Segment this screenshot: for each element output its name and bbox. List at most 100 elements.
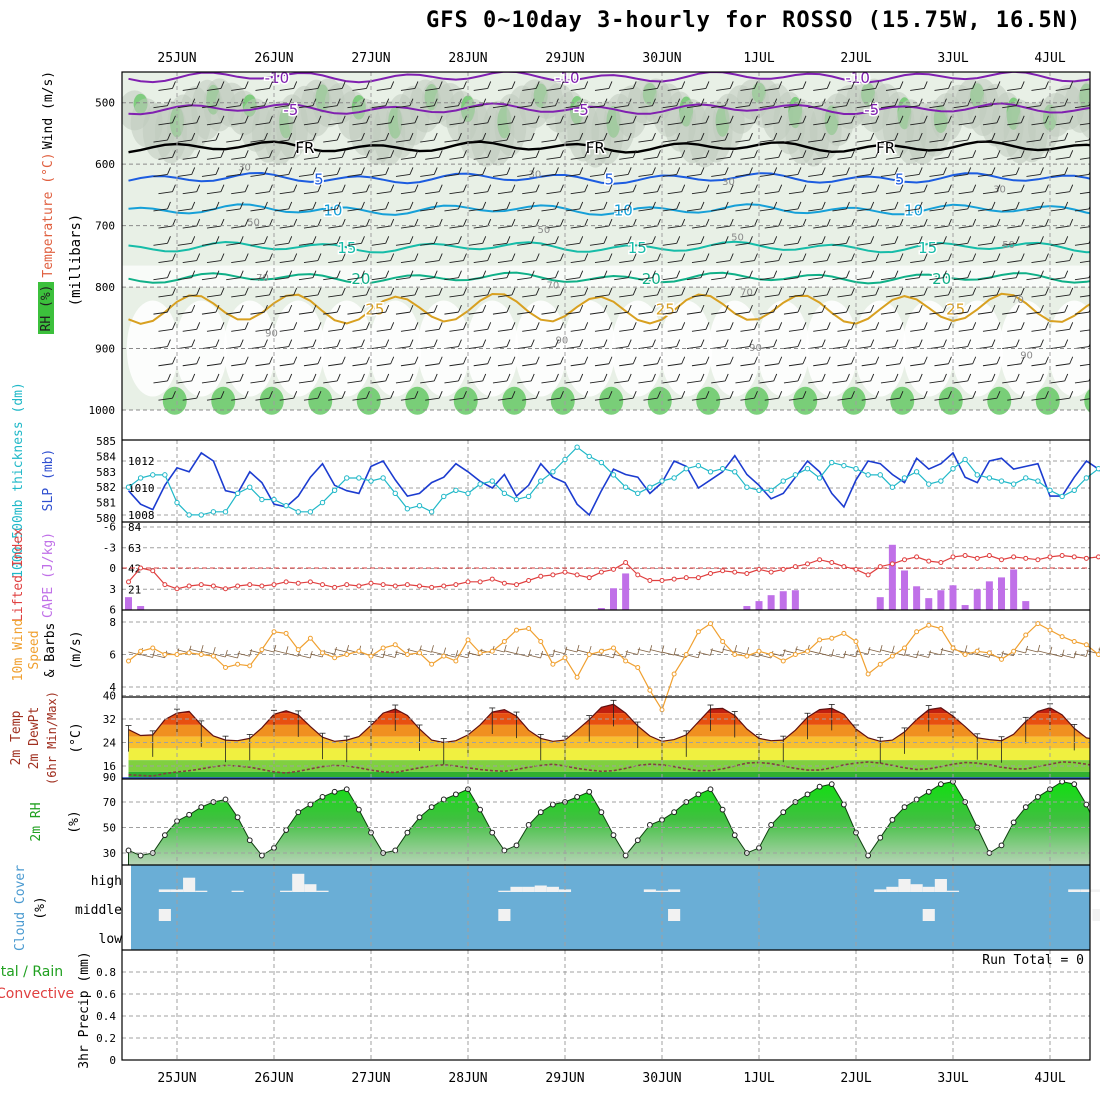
wind-barb [758, 654, 772, 659]
wind-barb [1031, 191, 1046, 195]
wind-barb-flag [899, 81, 904, 89]
wind-barb [710, 649, 723, 654]
rh-contour-label: 50 [247, 218, 260, 229]
wind-barb [420, 380, 435, 384]
rh-point [1083, 801, 1090, 808]
wind-barb [982, 260, 998, 263]
thickness-point [732, 469, 738, 475]
wind-barb-flag [851, 287, 855, 296]
thickness-point [719, 466, 726, 472]
wind-barb [517, 174, 532, 177]
wind-barb-flag [681, 356, 686, 364]
wind-barb-flag [312, 167, 317, 175]
wind-barb [837, 397, 852, 401]
wind-barb [977, 174, 993, 177]
wind-barb [691, 294, 707, 298]
wind-barb-flag [341, 184, 346, 192]
wind-barb-flag [312, 339, 317, 347]
wind-barb [425, 397, 440, 401]
wind-barb-flag [851, 390, 855, 399]
wind-barb-flag [215, 270, 220, 278]
wind-speed-point [247, 663, 253, 669]
wind-barb-flag [802, 322, 807, 330]
wind-barb [546, 260, 561, 263]
wind-barb [1002, 208, 1017, 212]
wind-barb [395, 208, 411, 212]
date-label-top: 29JUN [545, 51, 584, 66]
wind-speed-point [1035, 621, 1041, 627]
wind-barb [206, 397, 222, 401]
wind-barb-flag [506, 270, 511, 278]
wind-barb-flag [361, 167, 365, 175]
wind-speed-point [150, 645, 156, 651]
wind-barb [177, 380, 192, 384]
wind-barb [662, 105, 677, 109]
wind-barb [929, 277, 944, 281]
wind-barb-flag [220, 253, 225, 261]
date-label-top: 27JUN [351, 51, 390, 66]
cloud-row-label: middle [75, 903, 122, 918]
wind-barb-flag [797, 167, 802, 175]
wind-barb [255, 328, 270, 332]
wind-speed-point [417, 650, 422, 656]
wind-barb [177, 174, 192, 177]
wind-barb [783, 311, 799, 315]
rh-contour-label: 30 [238, 162, 251, 173]
cloud-high-bar [874, 889, 887, 892]
thickness-point [465, 490, 471, 497]
temperature-contour-label: -5 [864, 101, 879, 119]
wind-barb-flag [312, 373, 317, 382]
wind-barb [905, 139, 920, 143]
wind-barb [286, 652, 299, 657]
wind-barb-flag [172, 115, 176, 124]
lifted-index-point [1023, 555, 1029, 561]
wind-barb-flag [167, 98, 171, 106]
wind-barb-flag [603, 270, 608, 278]
wind-barb [929, 139, 944, 143]
wind-barb [740, 122, 755, 126]
wind-barb-flag [1094, 391, 1097, 398]
wind-barb-flag [700, 373, 705, 382]
wind-barb [565, 208, 580, 212]
wind-barb [783, 208, 799, 212]
wind-barb-flag [627, 304, 632, 313]
wind-barb-flag [652, 201, 656, 210]
wind-barb-flag [700, 201, 705, 210]
lifted-index-point [902, 557, 907, 563]
wind-barb [783, 139, 799, 143]
wind-barb [929, 242, 944, 246]
rh-dry-pocket [563, 300, 616, 397]
wind-barb-flag [584, 287, 589, 296]
wind-barb [541, 277, 556, 281]
thickness-point [210, 509, 217, 515]
wind-barb [1055, 156, 1070, 160]
wind-barb [323, 139, 338, 143]
wind-barb [1074, 380, 1090, 384]
wind-barb-flag [657, 150, 661, 158]
wind-barb [497, 87, 513, 91]
wind-barb-flag [875, 218, 880, 227]
cape-tick-label: 63 [128, 542, 141, 555]
wind-barb-flag [482, 339, 487, 347]
wind-barb-flag [967, 373, 972, 382]
wind-barb [231, 328, 246, 332]
wind-barb [614, 105, 629, 109]
thickness-point [222, 509, 229, 515]
temperature-contour [128, 271, 1090, 285]
wind-speed-point [974, 648, 980, 654]
wind-barb-flag [584, 218, 589, 227]
lifted-index-point [659, 577, 665, 583]
wind-barb-flag [603, 339, 608, 347]
wind-barb [910, 87, 925, 91]
wind-tick-label: 8 [109, 616, 116, 629]
wind-barb-flag [288, 132, 293, 141]
rh-point [355, 806, 362, 813]
wind-barb-flag [458, 167, 462, 175]
lifted-index-point [210, 583, 216, 589]
wind-barb-flag [312, 132, 317, 141]
wind-barb [152, 654, 165, 659]
lifted-index-point [999, 557, 1004, 563]
wind-barb [298, 208, 314, 212]
wind-barb [328, 225, 343, 229]
slp-line [127, 451, 1100, 517]
